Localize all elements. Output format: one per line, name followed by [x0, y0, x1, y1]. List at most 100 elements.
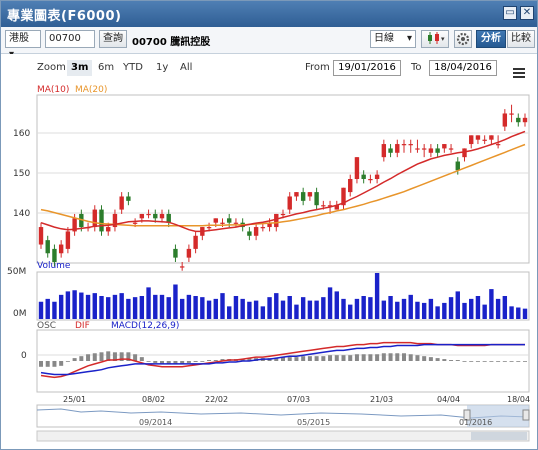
price-tick: 160 [13, 129, 30, 139]
volume-bar [139, 296, 145, 319]
candle-body [106, 227, 111, 232]
stock-code-input[interactable]: 00700 [45, 30, 95, 48]
volume-bar [52, 301, 57, 319]
query-button[interactable]: 查詢 [99, 30, 127, 48]
candle-body [502, 113, 508, 127]
macd-legend: MACD(12,26,9) [111, 321, 179, 331]
ma-lines-group [40, 130, 526, 233]
candle-body [334, 205, 339, 210]
macd-tick: 0 [21, 351, 27, 361]
osc-bar [59, 361, 64, 366]
candle-body [294, 192, 299, 197]
osc-bar [301, 356, 306, 361]
osc-bar [160, 361, 164, 364]
macd-group [39, 341, 527, 379]
osc-bar [45, 361, 50, 367]
scrollbar[interactable] [36, 430, 530, 442]
navigator-selection[interactable] [467, 405, 529, 427]
candle-body [361, 174, 366, 179]
volume-bar [72, 290, 77, 319]
hamburger-icon[interactable] [513, 63, 525, 82]
window-title: 專業圖表(F6000) [7, 9, 122, 24]
candle-body [314, 192, 319, 206]
volume-bar [395, 301, 400, 319]
osc-bar [395, 353, 400, 361]
volume-bar [374, 273, 380, 319]
osc-bar [482, 361, 487, 362]
close-icon[interactable]: ✕ [520, 6, 534, 20]
x-tick: 18/04 [507, 395, 530, 404]
volume-bar [85, 294, 91, 319]
navigator[interactable]: 09/2014 05/2015 01/2016 [36, 404, 530, 428]
x-axis: 25/01 08/02 22/02 07/03 21/03 04/04 18/0… [63, 395, 530, 404]
ma20-legend: MA(20) [75, 85, 107, 95]
osc-bar [307, 356, 312, 361]
candlestick-icon[interactable]: ▾ [421, 30, 449, 48]
candles-group [38, 104, 528, 271]
osc-legend: OSC [37, 321, 56, 331]
candle-body [287, 196, 292, 210]
minimize-icon[interactable]: ▭ [503, 6, 517, 20]
volume-bar [159, 294, 165, 319]
candle-body [38, 227, 44, 245]
osc-bar [462, 361, 467, 362]
osc-bar [428, 357, 433, 361]
zoom-all-button[interactable]: All [180, 62, 193, 73]
candle-body [482, 139, 487, 141]
osc-bar [153, 361, 158, 363]
period-select[interactable]: 日線 ▾ [370, 30, 416, 48]
candle-body [522, 117, 528, 123]
osc-bar [287, 357, 292, 361]
volume-bar [45, 298, 50, 319]
candle-body [146, 213, 151, 216]
zoom-3m-button[interactable]: 3m [67, 60, 93, 76]
volume-bar [166, 297, 171, 319]
candle-body [99, 209, 104, 232]
analysis-button[interactable]: 分析 [476, 30, 506, 48]
volume-bar [260, 306, 266, 319]
from-label: From [305, 62, 330, 73]
candle-body [408, 144, 413, 146]
candle-body [428, 148, 434, 153]
osc-bar [240, 359, 245, 361]
volume-bar [213, 298, 218, 319]
volume-bar [401, 298, 407, 319]
candle-body [381, 144, 387, 158]
from-date-input[interactable]: 19/01/2016 [333, 60, 401, 76]
compare-button[interactable]: 比較 [507, 30, 535, 48]
volume-bar [253, 300, 259, 319]
osc-bar [435, 358, 440, 361]
osc-bar [173, 361, 178, 364]
ma20-line [40, 143, 526, 227]
candle-body [193, 235, 198, 249]
gear-icon[interactable] [454, 30, 472, 48]
x-tick: 25/01 [63, 395, 86, 404]
candle-body [300, 192, 306, 201]
osc-bar [314, 356, 319, 361]
osc-bar [408, 354, 413, 361]
volume-bar [274, 293, 279, 319]
navigator-handle-right[interactable] [522, 409, 530, 421]
candle-body [126, 196, 131, 201]
candle-body [267, 222, 272, 228]
osc-bar [475, 361, 480, 362]
market-select[interactable]: 港股 ▾ [5, 30, 41, 60]
macd-line [40, 343, 525, 376]
navigator-handle-left[interactable] [463, 409, 471, 421]
to-date-input[interactable]: 18/04/2016 [429, 60, 497, 76]
osc-bar [516, 361, 521, 362]
osc-bar [341, 355, 346, 361]
candle-body [327, 205, 333, 207]
candle-body [321, 205, 326, 207]
volume-bar [92, 293, 97, 319]
zoom-1y-button[interactable]: 1y [156, 62, 169, 73]
volume-bar [119, 293, 124, 319]
osc-bar [247, 358, 252, 361]
volume-bar [173, 284, 178, 319]
volume-bar [267, 297, 272, 319]
candle-body [307, 192, 313, 197]
zoom-6m-button[interactable]: 6m [98, 62, 115, 73]
scrollbar-thumb[interactable] [471, 432, 527, 440]
zoom-ytd-button[interactable]: YTD [123, 62, 143, 73]
volume-tick: 0M [13, 309, 27, 319]
